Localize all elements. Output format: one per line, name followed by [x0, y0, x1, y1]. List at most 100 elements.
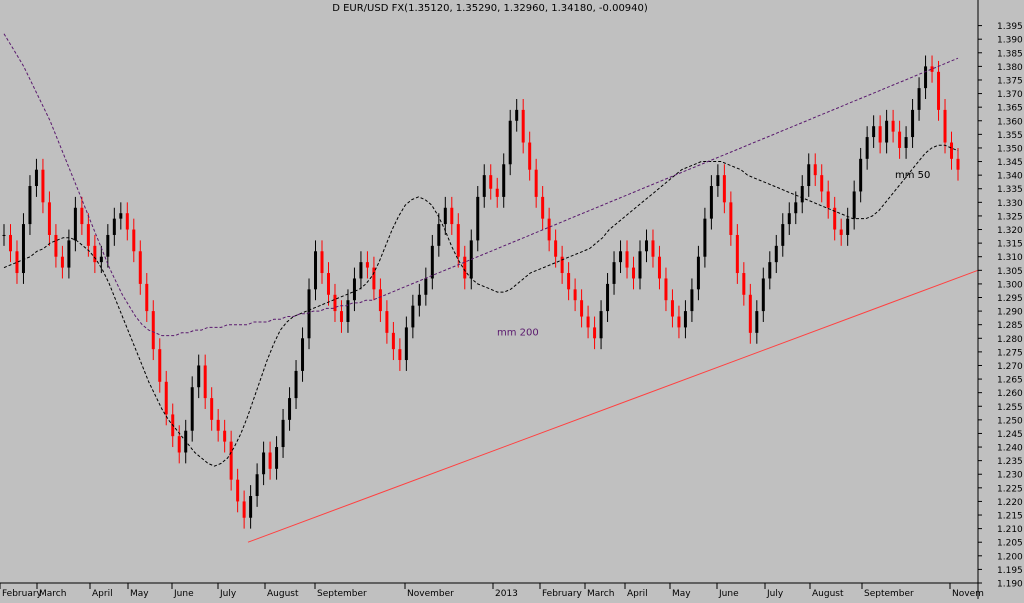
candle-body: [450, 207, 454, 225]
y-tick-label: 1.215: [997, 512, 1023, 522]
candle-body: [807, 164, 811, 187]
candle-body: [677, 316, 681, 328]
candle-body: [268, 452, 272, 469]
candle-body: [502, 164, 506, 197]
candle-body: [937, 71, 941, 110]
candle-body: [262, 452, 266, 475]
x-tick-label: 2013: [495, 589, 518, 599]
candle-body: [242, 501, 246, 518]
candle-body: [456, 224, 460, 257]
candle-body: [158, 349, 162, 382]
y-tick-label: 1.285: [997, 321, 1023, 331]
y-tick-label: 1.190: [997, 580, 1023, 590]
x-tick-label: September: [317, 589, 367, 599]
chart-title: D EUR/USD FX(1.35120, 1.35290, 1.32960, …: [332, 3, 648, 14]
x-tick-label: Novem: [952, 589, 984, 599]
candle-body: [489, 175, 493, 189]
candle-body: [755, 311, 759, 333]
candle-body: [112, 218, 116, 235]
candle-body: [950, 142, 954, 159]
y-tick-label: 1.340: [997, 172, 1023, 182]
candle-body: [664, 278, 668, 301]
y-tick-label: 1.390: [997, 36, 1023, 46]
candle-body: [904, 137, 908, 148]
x-tick-label: March: [39, 589, 66, 599]
candle-body: [924, 66, 928, 89]
y-tick-label: 1.335: [997, 185, 1023, 195]
candle-body: [606, 283, 610, 312]
candle-body: [430, 245, 434, 279]
y-tick-label: 1.355: [997, 131, 1023, 141]
candle-body: [651, 240, 655, 257]
y-tick-label: 1.250: [997, 416, 1023, 426]
x-tick-label: February: [542, 589, 583, 599]
candle-body: [599, 311, 603, 339]
y-tick-label: 1.270: [997, 362, 1023, 372]
candle-body: [820, 175, 824, 192]
candle-body: [748, 294, 752, 333]
candle-body: [437, 224, 441, 246]
candle-body: [314, 251, 318, 290]
y-tick-label: 1.295: [997, 294, 1023, 304]
candle-body: [333, 294, 337, 312]
candle-body: [21, 224, 25, 274]
candle-body: [800, 186, 804, 203]
candle-body: [352, 278, 356, 301]
candle-body: [294, 370, 298, 399]
y-tick-label: 1.330: [997, 199, 1023, 209]
candle-body: [210, 398, 214, 420]
candle-body: [885, 120, 889, 143]
candle-body: [930, 66, 934, 72]
indicator-line-mm200: [3, 33, 959, 337]
y-tick-label: 1.265: [997, 376, 1023, 386]
candle-body: [852, 191, 856, 219]
candle-body: [729, 202, 733, 235]
candle-body: [229, 441, 233, 480]
candle-body: [255, 474, 259, 496]
y-tick-label: 1.365: [997, 104, 1023, 114]
x-tick-label: June: [173, 589, 194, 599]
candle-body: [768, 262, 772, 279]
candle-body: [846, 218, 850, 235]
candle-body: [320, 251, 324, 274]
candle-body: [8, 234, 12, 252]
candle-body: [424, 278, 428, 295]
y-tick-label: 1.220: [997, 498, 1023, 508]
candle-body: [249, 495, 253, 518]
candle-body: [138, 251, 142, 284]
candle-body: [164, 381, 168, 415]
y-tick-label: 1.230: [997, 471, 1023, 481]
candle-body: [696, 256, 700, 290]
candle-body: [177, 436, 181, 453]
candle-body: [534, 169, 538, 197]
candle-body: [385, 311, 389, 333]
candle-body: [203, 365, 207, 399]
x-tick-label: April: [627, 589, 648, 599]
candle-body: [644, 240, 648, 252]
x-tick-label: April: [92, 589, 113, 599]
candle-body: [911, 109, 915, 138]
candle-body: [567, 273, 571, 290]
candle-body: [794, 202, 798, 214]
candle-body: [657, 256, 661, 279]
candle-body: [288, 398, 292, 420]
candle-body: [898, 131, 902, 148]
candle-body: [47, 202, 51, 235]
candle-body: [872, 126, 876, 138]
candle-body: [443, 207, 447, 225]
candle-body: [73, 207, 77, 241]
candle-body: [339, 311, 343, 322]
candle-body: [34, 169, 38, 187]
candle-body: [586, 316, 590, 328]
y-tick-label: 1.200: [997, 552, 1023, 562]
candle-body: [60, 256, 64, 268]
y-tick-label: 1.255: [997, 403, 1023, 413]
candle-body: [826, 191, 830, 208]
y-tick-label: 1.245: [997, 430, 1023, 440]
candle-body: [391, 332, 395, 350]
candle-body: [223, 430, 227, 442]
candle-body: [703, 218, 707, 257]
candle-body: [86, 224, 90, 246]
